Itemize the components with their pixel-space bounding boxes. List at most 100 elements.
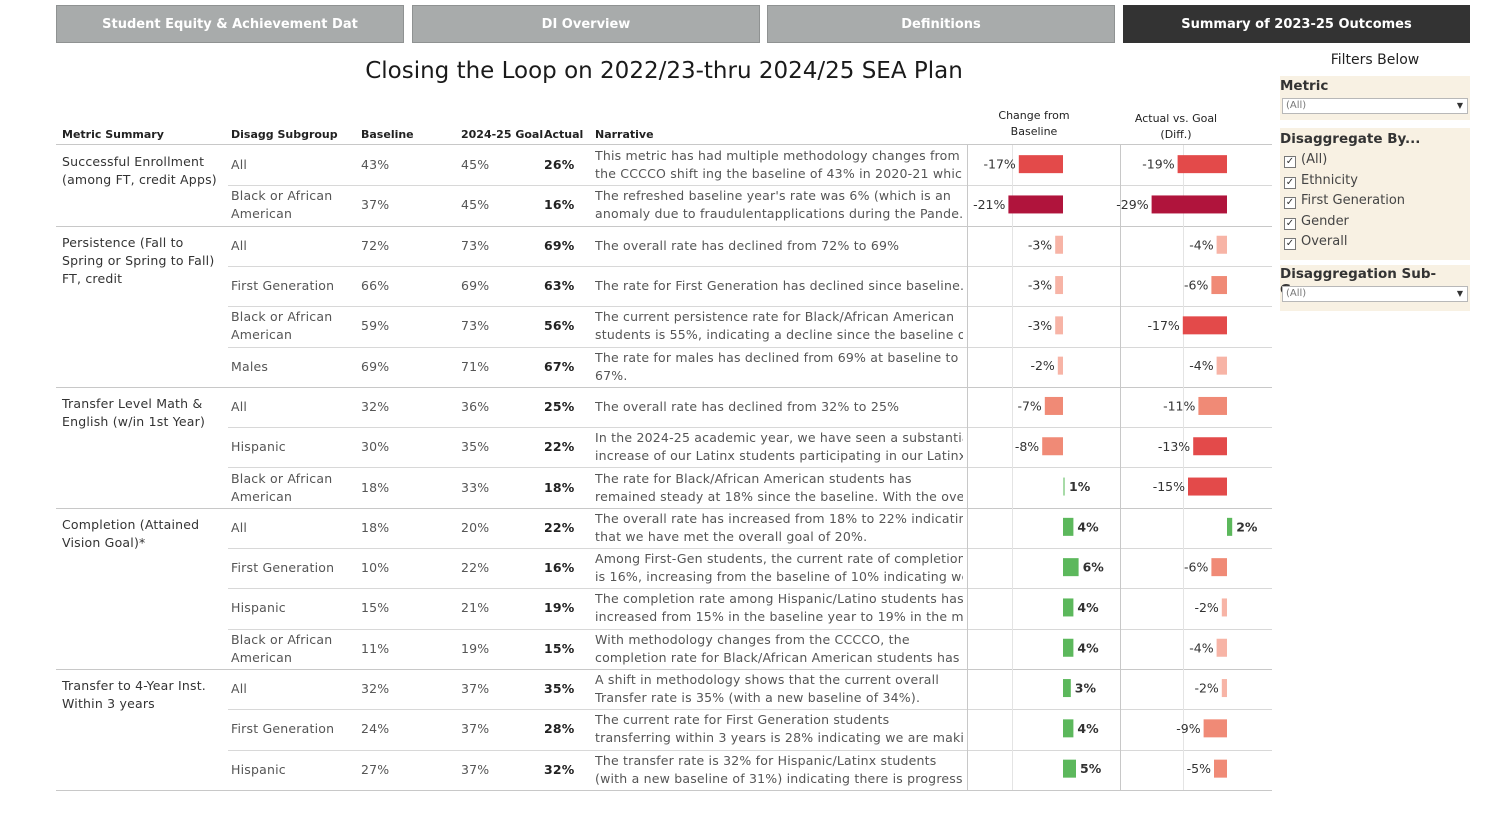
cell-baseline: 69% — [361, 358, 390, 374]
narrative-text: The overall rate has declined from 32% t… — [595, 398, 900, 414]
tab-di-overview[interactable]: DI Overview — [412, 5, 760, 43]
change-bar[interactable] — [1055, 316, 1063, 335]
checkbox-icon: ✓ — [1284, 217, 1296, 230]
cell-goal: 35% — [461, 439, 490, 455]
filter-checkbox-option[interactable]: ✓ Overall — [1284, 233, 1347, 251]
diff-bar[interactable] — [1182, 316, 1227, 335]
diff-bar[interactable] — [1193, 437, 1227, 456]
change-bar[interactable] — [1063, 759, 1076, 778]
narrative-text: is 16%, increasing from the baseline of … — [595, 569, 963, 585]
cell-subgroup: First Generation — [231, 560, 335, 576]
change-label: 3% — [1075, 681, 1097, 696]
diff-bar[interactable] — [1188, 477, 1227, 496]
diff-bar[interactable] — [1198, 396, 1227, 415]
change-bar[interactable] — [1063, 719, 1074, 738]
change-bar[interactable] — [1063, 517, 1074, 536]
cell-goal: 73% — [461, 318, 490, 334]
change-bar[interactable] — [1055, 235, 1063, 254]
cell-goal: 73% — [461, 237, 490, 253]
diff-bar[interactable] — [1216, 235, 1227, 254]
change-bar[interactable] — [1044, 396, 1063, 415]
col-header-baseline[interactable]: Baseline — [361, 128, 414, 141]
diff-bar[interactable] — [1216, 356, 1227, 375]
cell-goal: 20% — [461, 519, 490, 535]
row-divider — [228, 709, 1272, 711]
change-bar[interactable] — [1042, 437, 1063, 456]
metric-name: Persistence (Fall to Spring or Spring to… — [62, 234, 215, 286]
col-header-subgroup[interactable]: Disagg Subgroup — [231, 128, 338, 141]
cell-baseline: 43% — [361, 157, 390, 173]
diff-label: -2% — [1194, 600, 1218, 615]
filters-title: Filters Below — [1330, 52, 1420, 68]
checkbox-icon: ✓ — [1284, 238, 1296, 250]
change-label: -21% — [973, 197, 1005, 212]
narrative-text: The completion rate among Hispanic/Latin… — [595, 591, 963, 607]
diff-bar[interactable] — [1211, 276, 1227, 295]
tab-summary-outcomes[interactable]: Summary of 2023-25 Outcomes — [1123, 5, 1470, 43]
subgroup-dropdown[interactable]: (All) ▼ — [1282, 286, 1468, 302]
col-header-change[interactable]: Change from Baseline — [998, 109, 1070, 138]
cell-baseline: 32% — [361, 681, 390, 697]
narrative-text: With methodology changes from the CCCCO,… — [595, 631, 910, 647]
diff-bar[interactable] — [1203, 719, 1227, 738]
cell-goal: 36% — [461, 398, 490, 414]
cell-subgroup: Black or African American — [231, 188, 333, 222]
diff-bar[interactable] — [1221, 598, 1227, 617]
cell-subgroup: Black or African American — [231, 309, 333, 343]
change-bar[interactable] — [1063, 638, 1074, 657]
change-bar[interactable] — [1055, 276, 1063, 295]
diff-bar[interactable] — [1151, 195, 1227, 214]
diff-label: 2% — [1236, 519, 1258, 534]
narrative-text: completion rate for Black/African Americ… — [595, 649, 963, 665]
metric-name: Completion (Attained Vision Goal)* — [62, 516, 200, 550]
filter-checkbox-option[interactable]: ✓ Gender — [1284, 213, 1349, 231]
disaggregate-filter: Disaggregate By... ✓ (All) ✓ Ethnicity ✓ Firs… — [1280, 128, 1470, 260]
cell-actual: 16% — [544, 560, 575, 576]
change-bar[interactable] — [1018, 155, 1063, 174]
cell-subgroup: Hispanic — [231, 439, 286, 455]
cell-actual: 15% — [544, 640, 575, 656]
col-header-metric[interactable]: Metric Summary — [62, 128, 164, 141]
metric-dropdown-value: (All) — [1286, 100, 1307, 111]
tab-student-equity[interactable]: Student Equity & Achievement Dat — [56, 5, 404, 43]
col-header-vsgoal[interactable]: Actual vs. Goal (Diff.) — [1134, 112, 1218, 141]
diff-label: -4% — [1189, 358, 1213, 373]
change-label: -3% — [1028, 318, 1052, 333]
filter-checkbox-option[interactable]: ✓ First Generation — [1284, 192, 1405, 210]
filter-checkbox-option[interactable]: ✓ Ethnicity — [1284, 172, 1358, 190]
narrative-text: students is 55%, indicating a decline si… — [595, 327, 963, 343]
change-bar[interactable] — [1008, 195, 1063, 214]
row-divider — [228, 548, 1272, 549]
change-bar[interactable] — [1063, 477, 1065, 496]
filter-checkbox-option[interactable]: ✓ (All) — [1284, 151, 1327, 169]
checkbox-icon: ✓ — [1284, 156, 1296, 168]
diff-label: -15% — [1153, 479, 1185, 494]
change-label: -3% — [1028, 237, 1052, 252]
metric-name: Transfer to 4-Year Inst. Within 3 years — [62, 677, 206, 711]
cell-goal: 45% — [461, 157, 490, 173]
diff-bar[interactable] — [1177, 155, 1227, 174]
diff-bar[interactable] — [1214, 759, 1227, 778]
narrative-text: that we have met the overall goal of 20%… — [595, 528, 868, 544]
col-header-goal[interactable]: 2024-25 Goal — [461, 128, 544, 141]
change-bar[interactable] — [1063, 558, 1079, 577]
tab-definitions[interactable]: Definitions — [767, 5, 1115, 43]
change-bar[interactable] — [1063, 598, 1074, 617]
col-header-narrative[interactable]: Narrative — [595, 128, 654, 141]
cell-baseline: 32% — [361, 398, 390, 414]
diff-bar[interactable] — [1211, 558, 1227, 577]
row-divider — [228, 749, 1272, 751]
cell-goal: 45% — [461, 197, 490, 213]
change-bar[interactable] — [1063, 679, 1071, 698]
col-header-actual[interactable]: Actual — [544, 128, 584, 141]
metric-name: Successful Enrollment (among FT, credit … — [62, 154, 217, 187]
header-divider — [56, 144, 1272, 145]
diff-bar[interactable] — [1216, 638, 1227, 657]
cell-goal: 37% — [461, 681, 490, 697]
change-bar[interactable] — [1057, 356, 1063, 375]
diff-bar[interactable] — [1227, 517, 1233, 536]
diff-bar[interactable] — [1221, 679, 1227, 698]
cell-actual: 16% — [544, 197, 575, 213]
metric-dropdown[interactable]: (All) ▼ — [1282, 98, 1468, 114]
cell-actual: 67% — [544, 358, 575, 374]
